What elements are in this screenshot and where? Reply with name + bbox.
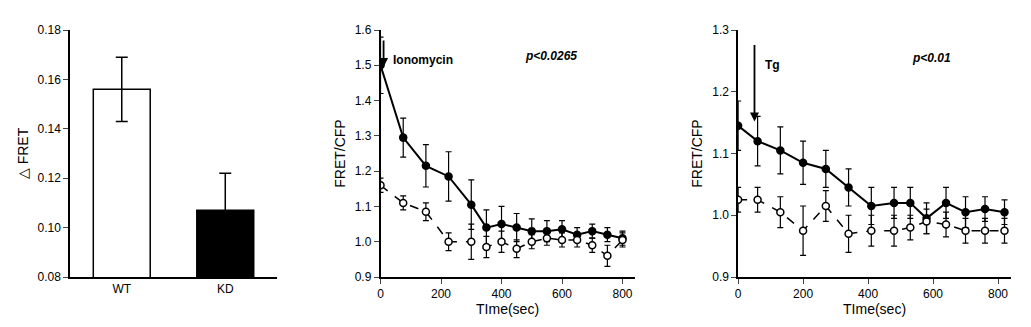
svg-text:p<0.01: p<0.01 (912, 51, 951, 65)
svg-text:p<0.0265: p<0.0265 (525, 49, 577, 63)
svg-text:FRET/CFP: FRET/CFP (332, 119, 348, 187)
svg-text:Ionomycin: Ionomycin (393, 53, 453, 67)
svg-text:0.14: 0.14 (37, 122, 61, 136)
svg-text:1.2: 1.2 (355, 164, 372, 178)
svg-text:0.08: 0.08 (37, 270, 61, 284)
svg-text:200: 200 (793, 287, 813, 301)
svg-text:WT: WT (112, 282, 131, 296)
svg-text:1.3: 1.3 (712, 23, 729, 37)
svg-text:1.5: 1.5 (355, 58, 372, 72)
svg-text:1.1: 1.1 (712, 147, 729, 161)
svg-text:600: 600 (552, 287, 572, 301)
svg-text:TIme(sec): TIme(sec) (843, 301, 906, 317)
svg-text:0.12: 0.12 (37, 171, 61, 185)
svg-text:0.10: 0.10 (37, 221, 61, 235)
svg-text:0.9: 0.9 (712, 270, 729, 284)
svg-text:600: 600 (923, 287, 943, 301)
svg-text:400: 400 (858, 287, 878, 301)
svg-text:FRET/CFP: FRET/CFP (689, 119, 705, 187)
svg-text:1.0: 1.0 (355, 235, 372, 249)
svg-text:1.0: 1.0 (712, 208, 729, 222)
svg-text:0: 0 (377, 287, 384, 301)
svg-text:800: 800 (612, 287, 632, 301)
svg-text:200: 200 (431, 287, 451, 301)
svg-text:△ FRET: △ FRET (15, 127, 31, 179)
svg-text:1.3: 1.3 (355, 129, 372, 143)
svg-text:1.2: 1.2 (712, 85, 729, 99)
svg-text:1.6: 1.6 (355, 23, 372, 37)
svg-text:0.18: 0.18 (37, 23, 61, 37)
svg-text:1.4: 1.4 (355, 94, 372, 108)
svg-text:Tg: Tg (765, 58, 780, 72)
svg-text:TIme(sec): TIme(sec) (476, 301, 539, 317)
svg-text:0: 0 (735, 287, 742, 301)
svg-text:0.16: 0.16 (37, 73, 61, 87)
svg-text:0.9: 0.9 (355, 270, 372, 284)
svg-text:1.1: 1.1 (355, 200, 372, 214)
svg-text:KD: KD (217, 282, 234, 296)
svg-text:400: 400 (492, 287, 512, 301)
svg-text:800: 800 (988, 287, 1008, 301)
